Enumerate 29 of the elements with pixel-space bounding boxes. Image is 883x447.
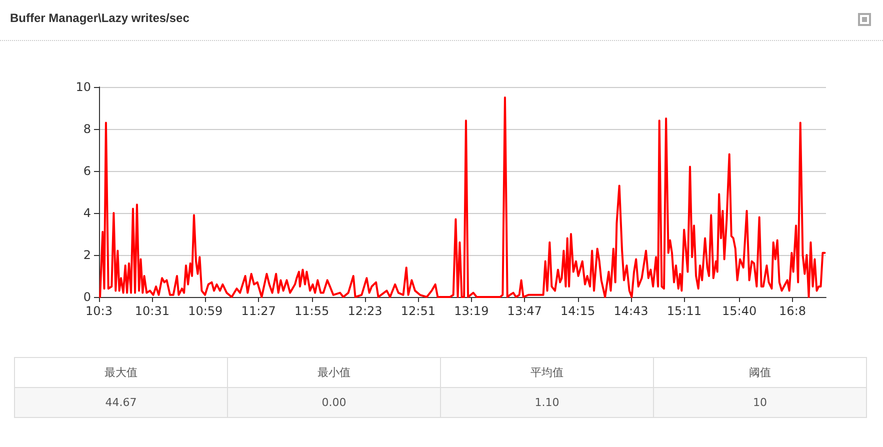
y-tick-label: 8 xyxy=(83,122,91,136)
y-tick-label: 0 xyxy=(83,290,91,304)
x-tick-label: 14:15 xyxy=(560,304,596,318)
text: 平均值 xyxy=(440,358,654,388)
x-tick-label: 10:3 xyxy=(86,304,112,318)
x-tick-label: 11:55 xyxy=(294,304,330,318)
text: 阈值 xyxy=(654,358,866,388)
y-tick-label: 10 xyxy=(76,80,91,94)
y-tick-label: 2 xyxy=(83,248,91,262)
text: 最小值 xyxy=(228,358,440,388)
text: 1.10 xyxy=(440,388,654,418)
y-tick-label: 4 xyxy=(83,206,91,220)
x-tick-label: 10:59 xyxy=(188,304,223,318)
text: 44.67 xyxy=(14,388,228,418)
x-tick-label: 13:19 xyxy=(454,304,489,318)
x-tick-label: 13:47 xyxy=(507,304,542,318)
text: 0.00 xyxy=(228,388,440,418)
x-tick-label: 12:23 xyxy=(348,304,382,318)
text: 10 xyxy=(654,388,866,418)
x-tick-label: 14:43 xyxy=(614,304,648,318)
chart-title: Buffer Manager\Lazy writes/sec xyxy=(10,11,190,25)
text: 最大值 xyxy=(14,358,228,388)
x-tick-label: 10:31 xyxy=(134,304,170,318)
y-tick-label: 6 xyxy=(83,164,91,178)
x-tick-label: 11:27 xyxy=(241,304,276,318)
x-tick-label: 16:8 xyxy=(779,304,806,318)
x-tick-label: 15:40 xyxy=(722,304,757,318)
x-tick-label: 15:11 xyxy=(666,304,702,318)
x-tick-label: 12:51 xyxy=(400,304,436,318)
